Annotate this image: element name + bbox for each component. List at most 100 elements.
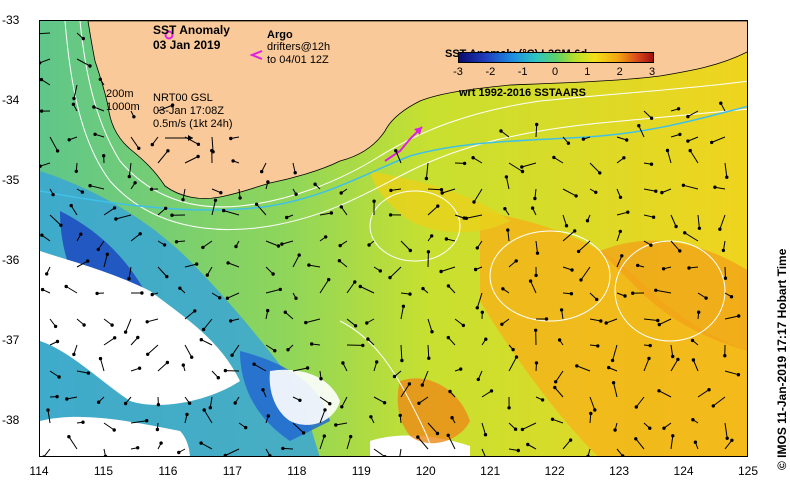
current-vector-head (589, 411, 593, 416)
scale-label: 0.5m/s (1kt 24h) (153, 118, 233, 130)
current-vector-head (535, 122, 539, 127)
current-vector-head (464, 216, 469, 221)
current-vector-head (579, 278, 583, 282)
current-vector (395, 150, 402, 164)
current-vector (589, 162, 601, 174)
current-vector-head (500, 322, 504, 326)
current-vector-head (737, 314, 741, 318)
current-vector-head (196, 154, 200, 159)
current-vector (128, 266, 132, 279)
current-vector-head (535, 251, 540, 255)
current-vector-head (489, 389, 494, 393)
current-vector (427, 318, 433, 332)
current-vector (202, 240, 213, 248)
current-vector (346, 436, 352, 450)
current-vector (319, 279, 330, 294)
current-vector (535, 240, 538, 254)
current-vector-head (304, 320, 308, 325)
current-vector (724, 162, 728, 178)
current-vector-head (450, 416, 454, 420)
current-vector (346, 318, 356, 327)
current-vector-head (281, 446, 285, 451)
y-tick-label: -37 (2, 333, 20, 347)
current-vector-head (388, 275, 392, 280)
current-vector-head (149, 187, 154, 191)
product-label: NRT00 GSL (153, 92, 213, 104)
current-vector-head (266, 180, 270, 184)
current-vector-head (473, 267, 478, 272)
isobath-1000m (64, 21, 747, 231)
current-vector (184, 310, 196, 320)
x-tick-label: 117 (222, 464, 242, 478)
current-vector-head (476, 377, 480, 382)
current-vector-head (155, 427, 160, 432)
colorbar-title-line2: wrt 1992-2016 SSTAARS (459, 87, 586, 99)
map-canvas (40, 21, 747, 456)
current-vector-head (216, 376, 221, 380)
x-tick-label: 124 (673, 464, 694, 478)
current-vector (211, 200, 216, 216)
isobath-200m-label: 200m (106, 88, 134, 100)
current-vector-head (55, 394, 59, 399)
current-vector-head (550, 417, 555, 421)
current-vector-head (426, 250, 431, 254)
x-tick-label: 123 (609, 464, 630, 478)
current-vector (40, 162, 51, 167)
colorbar-tick-label: 0 (551, 66, 559, 78)
current-vector (203, 409, 213, 424)
current-vector-head (222, 208, 226, 213)
current-vector-head (475, 246, 479, 250)
current-vector-head (310, 342, 314, 346)
current-vector-head (622, 156, 626, 160)
current-vector-head (72, 96, 76, 101)
current-vector-head (610, 358, 615, 363)
current-vector-head (530, 206, 535, 210)
current-vector-head (252, 362, 256, 366)
current-vector (724, 315, 739, 320)
current-vector (184, 263, 197, 268)
current-vector (76, 370, 89, 374)
current-vector-head (313, 182, 317, 186)
current-vector-head (625, 138, 629, 142)
land-mass (87, 21, 747, 199)
current-vector-head (394, 149, 398, 153)
current-vector-head (439, 269, 443, 274)
current-vector-head (65, 397, 69, 401)
x-tick-label: 121 (480, 464, 501, 478)
isobath-200m (79, 21, 747, 208)
current-vector (284, 311, 294, 320)
current-vector-head (51, 192, 55, 197)
current-vector-head (430, 234, 434, 238)
current-vector-head (71, 102, 76, 107)
current-vector (659, 318, 672, 326)
current-vector-head (40, 233, 44, 237)
current-vector-head (280, 242, 284, 246)
current-vector-head (475, 306, 479, 310)
current-vector (400, 240, 411, 251)
current-vector-head (123, 401, 128, 406)
current-vector-head (273, 349, 277, 353)
current-vector (223, 210, 240, 216)
current-vector-head (378, 269, 382, 273)
current-vector (200, 442, 213, 450)
current-vector-head (208, 406, 213, 410)
drifter-symbol (249, 50, 263, 60)
sst-anomaly-map[interactable]: SST Anomaly 03 Jan 2019 Argo drifters@12… (39, 20, 748, 457)
current-vector-head (595, 297, 599, 302)
eddy-contour-2 (489, 230, 611, 322)
current-vector (580, 266, 591, 281)
current-vector-head (271, 272, 275, 276)
current-vector (103, 254, 108, 268)
current-vector (635, 438, 645, 450)
current-vector (562, 214, 567, 226)
current-vector-head (369, 415, 373, 419)
map-title-line2: 03 Jan 2019 (153, 38, 221, 52)
current-vector (552, 418, 564, 424)
current-vector (305, 318, 321, 324)
eddy-contour-1 (369, 190, 461, 262)
current-vector (341, 396, 348, 408)
current-vector-head (276, 244, 281, 248)
argo-label: Argo (267, 29, 293, 41)
current-vector-head (372, 199, 376, 203)
current-vector (454, 318, 464, 326)
